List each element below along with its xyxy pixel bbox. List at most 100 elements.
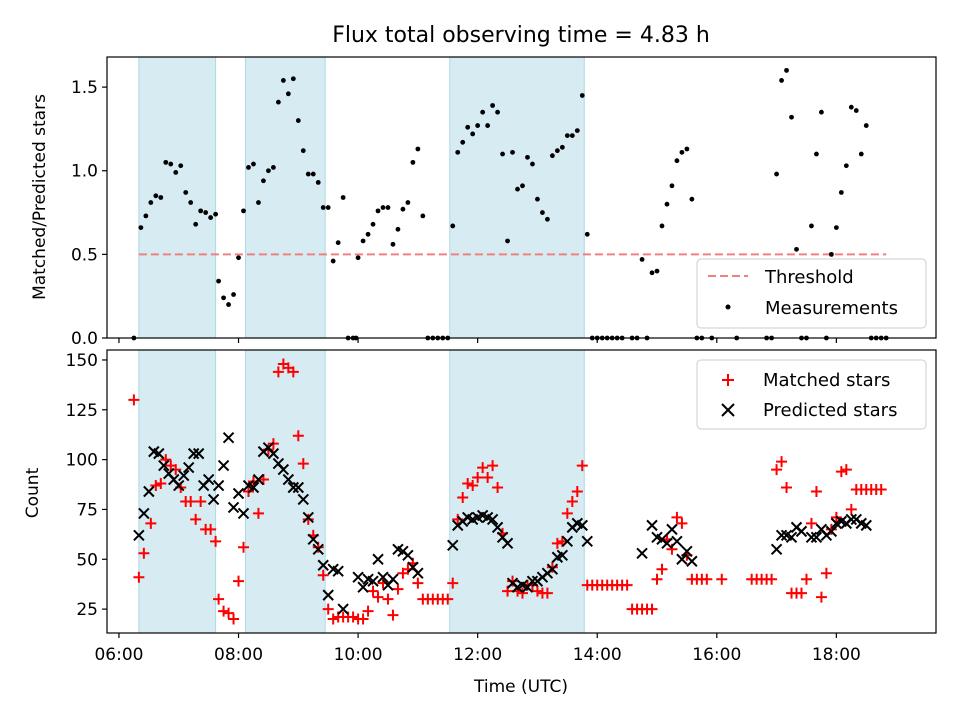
matched-star-point bbox=[776, 456, 788, 468]
predicted-star-point bbox=[805, 531, 818, 544]
matched-star-point bbox=[800, 573, 812, 585]
measurement-point bbox=[400, 206, 406, 212]
legend-matched-swatch bbox=[722, 374, 734, 386]
measurement-point bbox=[188, 200, 194, 205]
measurement-point bbox=[365, 231, 371, 237]
predicted-star-point bbox=[561, 535, 574, 548]
matched-star-point bbox=[845, 503, 857, 515]
count-y-axis-label: Count bbox=[23, 467, 43, 518]
ratio-observing-window-2 bbox=[244, 56, 326, 339]
matched-star-point bbox=[840, 464, 852, 476]
matched-star-point bbox=[317, 569, 329, 581]
predicted-star-point bbox=[297, 493, 309, 506]
measurement-point bbox=[455, 149, 461, 155]
measurement-point bbox=[579, 93, 585, 98]
measurement-point bbox=[380, 205, 386, 210]
matched-star-point bbox=[442, 593, 454, 605]
measurement-point bbox=[838, 190, 844, 195]
measurement-point bbox=[853, 108, 859, 113]
predicted-star-point bbox=[192, 447, 205, 460]
predicted-star-point bbox=[387, 573, 399, 585]
measurement-point bbox=[559, 144, 565, 150]
measurement-point bbox=[241, 208, 246, 214]
matched-star-point bbox=[482, 472, 494, 484]
measurement-point bbox=[236, 255, 241, 261]
predicted-star-point bbox=[671, 535, 683, 548]
measurement-point bbox=[335, 240, 341, 246]
measurement-point bbox=[659, 223, 665, 229]
measurement-point bbox=[295, 118, 301, 123]
measurement-point bbox=[178, 163, 184, 169]
measurement-point bbox=[246, 164, 251, 170]
predicted-star-point bbox=[212, 479, 225, 492]
predicted-star-point bbox=[666, 523, 678, 536]
matched-star-point bbox=[357, 613, 369, 625]
count-legend-box bbox=[696, 359, 927, 430]
predicted-star-point bbox=[377, 571, 389, 583]
matched-star-point bbox=[347, 611, 359, 623]
matched-star-point bbox=[825, 523, 837, 535]
matched-star-point bbox=[252, 507, 264, 519]
measurement-point bbox=[410, 159, 416, 165]
measurement-point bbox=[138, 225, 144, 231]
predicted-star-point bbox=[775, 529, 788, 542]
matched-star-point bbox=[676, 517, 688, 529]
predicted-star-point bbox=[182, 461, 195, 474]
matched-star-point bbox=[238, 541, 250, 553]
matched-star-point bbox=[412, 577, 424, 589]
measurement-point bbox=[280, 78, 286, 83]
measurement-point bbox=[774, 171, 779, 177]
x-axis-label: Time (UTC) bbox=[473, 677, 568, 697]
measurement-point bbox=[193, 221, 199, 227]
measurement-point bbox=[460, 139, 466, 145]
ratio-y-axis-label: Matched/Predicted stars bbox=[30, 94, 50, 300]
legend-matched-label: Matched stars bbox=[763, 370, 890, 391]
matched-star-point bbox=[716, 573, 728, 585]
matched-star-point bbox=[128, 394, 140, 406]
predicted-star-point bbox=[676, 553, 688, 565]
measurement-point bbox=[789, 114, 794, 120]
measurement-point bbox=[213, 211, 219, 217]
measurement-point bbox=[535, 196, 540, 202]
x-tick-label: 12:00 bbox=[453, 645, 502, 665]
predicted-star-point bbox=[317, 559, 329, 571]
legend-threshold-label: Threshold bbox=[764, 267, 854, 288]
measurement-point bbox=[450, 223, 456, 229]
predicted-star-point bbox=[222, 431, 235, 444]
count-panel: 25 50 75 100 125 150 06:00 08:00 10:00 12:00 14:0… bbox=[23, 349, 937, 697]
matched-star-point bbox=[327, 613, 339, 625]
predicted-star-point bbox=[770, 543, 783, 556]
matched-star-point bbox=[392, 583, 404, 595]
matched-star-point bbox=[781, 482, 793, 494]
measurement-point bbox=[584, 231, 590, 237]
measurement-point bbox=[500, 151, 505, 157]
measurement-point bbox=[395, 226, 401, 232]
matched-star-point bbox=[571, 486, 583, 497]
predicted-star-point bbox=[153, 447, 165, 460]
measurement-point bbox=[684, 146, 690, 152]
measurement-point bbox=[480, 109, 486, 115]
matched-star-point bbox=[387, 609, 399, 621]
measurement-point bbox=[208, 215, 214, 220]
measurement-point bbox=[545, 216, 550, 222]
measurement-point bbox=[689, 196, 695, 202]
matched-star-point bbox=[467, 480, 479, 492]
measurement-point bbox=[198, 208, 204, 214]
count-y-tick-label: 75 bbox=[76, 500, 98, 520]
x-tick-label: 08:00 bbox=[214, 645, 263, 665]
measurement-point bbox=[275, 99, 281, 105]
matched-star-point bbox=[292, 430, 304, 442]
matched-star-point bbox=[457, 491, 469, 503]
measurement-point bbox=[300, 148, 306, 154]
predicted-star-point bbox=[138, 507, 150, 520]
matched-star-point bbox=[701, 573, 713, 585]
x-tick-label: 10:00 bbox=[334, 645, 383, 665]
measurement-point bbox=[784, 67, 789, 73]
measurement-point bbox=[470, 131, 476, 137]
count-observing-window-1 bbox=[138, 349, 217, 634]
measurement-point bbox=[654, 268, 660, 274]
measurement-point bbox=[510, 149, 515, 155]
matched-star-point bbox=[133, 571, 145, 583]
measurement-point bbox=[173, 170, 179, 175]
legend-predicted-swatch bbox=[721, 403, 735, 417]
